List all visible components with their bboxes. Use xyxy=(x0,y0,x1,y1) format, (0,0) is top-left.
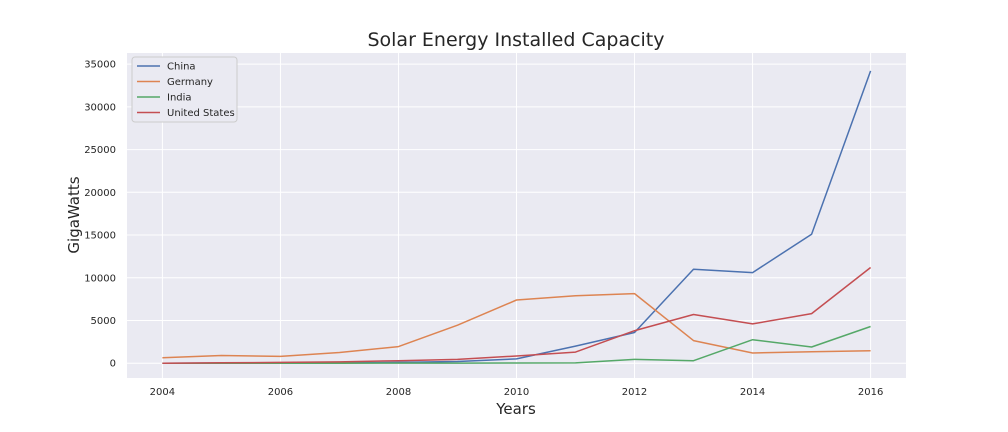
legend-box xyxy=(131,56,238,123)
x-tick-label: 2004 xyxy=(150,387,175,398)
legend-label-united-states: United States xyxy=(167,108,235,119)
y-tick-label: 5000 xyxy=(91,316,116,327)
y-tick-label: 10000 xyxy=(84,273,116,284)
series-line-india xyxy=(162,325,871,364)
x-tick-label: 2008 xyxy=(386,387,411,398)
y-tick-label: 15000 xyxy=(84,231,116,242)
y-axis-ticks: 0 5000 10000 15000 20000 25000 30000 35000 xyxy=(84,60,116,370)
y-axis-label: GigaWatts xyxy=(65,176,83,253)
legend-label-india: India xyxy=(167,93,192,104)
x-tick-label: 2014 xyxy=(740,387,765,398)
y-tick-label: 20000 xyxy=(84,188,116,199)
y-tick-label: 0 xyxy=(110,359,116,370)
legend-label-germany: Germany xyxy=(167,77,213,88)
legend: China Germany India United States xyxy=(131,56,238,123)
chart-title: Solar Energy Installed Capacity xyxy=(367,29,664,51)
x-tick-label: 2016 xyxy=(858,387,883,398)
x-axis-label: Years xyxy=(495,400,536,418)
x-tick-label: 2012 xyxy=(622,387,647,398)
y-tick-label: 35000 xyxy=(84,60,116,71)
series-line-germany xyxy=(162,292,871,359)
x-tick-label: 2010 xyxy=(504,387,529,398)
series-line-united-states xyxy=(162,266,872,364)
legend-label-china: China xyxy=(167,62,196,73)
y-tick-label: 25000 xyxy=(84,145,116,156)
x-tick-label: 2006 xyxy=(268,387,293,398)
series-lines xyxy=(162,70,872,364)
y-tick-label: 30000 xyxy=(84,102,116,113)
x-axis-ticks: 2004 2006 2008 2010 2012 2014 2016 xyxy=(150,387,884,398)
